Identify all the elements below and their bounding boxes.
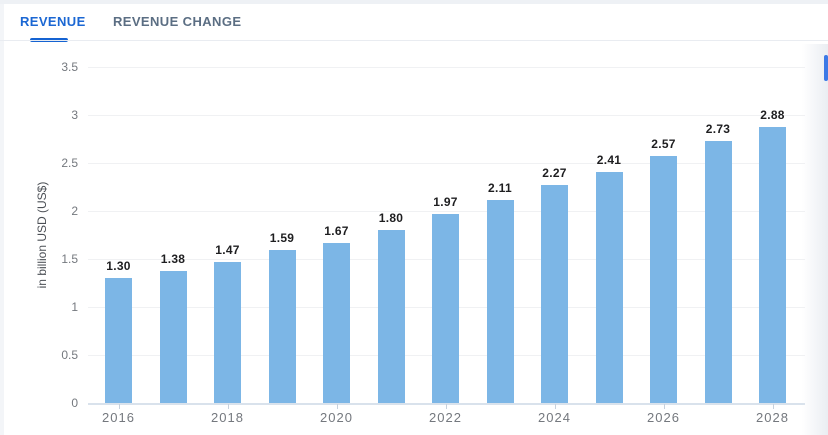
bar[interactable] <box>214 261 241 403</box>
x-tick-label: 2018 <box>211 410 244 425</box>
x-tick-label: 2022 <box>429 410 462 425</box>
bar[interactable] <box>595 171 623 403</box>
bar-value-label: 1.67 <box>324 223 349 238</box>
bar[interactable] <box>650 156 677 403</box>
bar-value-label: 1.47 <box>215 242 240 257</box>
bar[interactable] <box>541 185 568 403</box>
bar[interactable] <box>377 230 405 403</box>
x-axis-tick <box>554 404 556 409</box>
x-tick-label: 2028 <box>756 410 789 425</box>
gridline <box>88 115 805 116</box>
tab-revenue-change[interactable]: REVENUE CHANGE <box>113 14 242 29</box>
x-axis-tick <box>445 404 447 409</box>
bar[interactable] <box>486 200 514 403</box>
bar[interactable] <box>105 278 132 403</box>
x-tick-label: 2024 <box>538 410 571 425</box>
bar-value-label: 1.30 <box>106 259 131 274</box>
bar-value-label: 1.38 <box>160 251 186 266</box>
bar-value-label: 1.97 <box>433 194 458 209</box>
bar-value-label: 2.27 <box>542 166 567 181</box>
right-edge-shadow <box>802 44 828 435</box>
x-axis-tick <box>663 404 665 409</box>
tab-divider <box>0 40 828 41</box>
y-tick-label: 0.5 <box>61 348 78 362</box>
x-axis-tick <box>336 404 338 409</box>
bar-value-label: 2.88 <box>760 107 785 122</box>
bar[interactable] <box>704 140 732 403</box>
bar[interactable] <box>323 242 350 403</box>
gridline <box>88 163 805 164</box>
top-border <box>0 0 828 4</box>
y-tick-label: 1.5 <box>61 252 78 266</box>
left-border <box>0 4 4 435</box>
x-tick-label: 2016 <box>102 410 135 425</box>
x-tick-label: 2026 <box>647 410 680 425</box>
y-tick-label: 3.5 <box>61 60 78 74</box>
bar-value-label: 1.59 <box>269 231 295 246</box>
bar-value-label: 2.11 <box>488 181 512 196</box>
tab-bar: REVENUE REVENUE CHANGE <box>4 4 828 42</box>
x-axis-tick <box>772 404 774 409</box>
bar-value-label: 1.80 <box>378 211 404 226</box>
bar-value-label: 2.73 <box>705 121 731 136</box>
bar[interactable] <box>159 270 187 403</box>
x-tick-label: 2020 <box>320 410 353 425</box>
y-tick-label: 2 <box>71 204 78 218</box>
bar-value-label: 2.41 <box>596 152 622 167</box>
gridline <box>88 67 805 68</box>
x-axis-line <box>88 403 805 405</box>
tab-revenue[interactable]: REVENUE <box>20 14 86 29</box>
y-axis-title: in billion USD (US$) <box>35 181 49 289</box>
y-tick-label: 1 <box>71 300 78 314</box>
y-tick-label: 2.5 <box>61 156 78 170</box>
bar[interactable] <box>268 250 296 403</box>
bar[interactable] <box>759 126 786 403</box>
bar[interactable] <box>432 213 459 403</box>
x-axis-tick <box>118 404 120 409</box>
scrollbar-thumb[interactable] <box>824 55 828 81</box>
x-axis-tick <box>227 404 229 409</box>
gridline <box>88 211 805 212</box>
y-tick-label: 0 <box>71 396 78 410</box>
y-tick-label: 3 <box>71 108 78 122</box>
bar-value-label: 2.57 <box>651 137 676 152</box>
